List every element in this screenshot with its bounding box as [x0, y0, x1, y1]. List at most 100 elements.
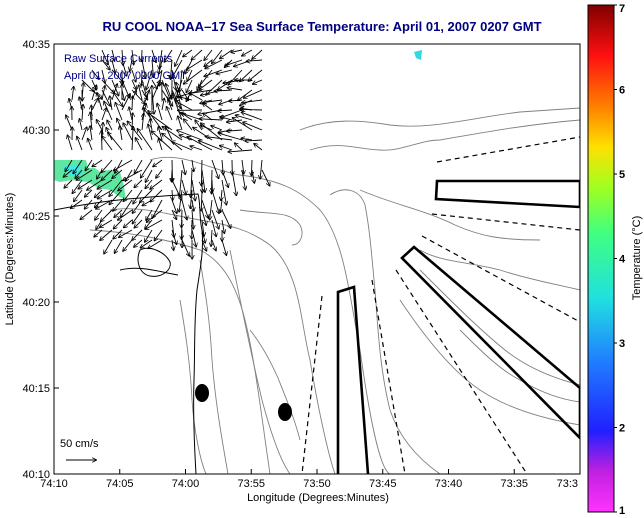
current-vector-arrow	[251, 159, 252, 176]
current-vector-arrow	[104, 101, 113, 121]
current-vector-arrow	[179, 189, 183, 212]
current-vector-arrow	[131, 79, 136, 89]
surface-current-vectors	[63, 50, 269, 259]
current-vector-arrow	[211, 229, 212, 246]
current-vector-arrow	[111, 89, 123, 106]
current-vector-arrow	[148, 124, 153, 141]
current-vector-arrow	[151, 79, 157, 89]
current-vector-arrow	[184, 119, 193, 131]
current-vector-arrow	[206, 79, 223, 95]
current-vector-arrow	[134, 179, 143, 187]
y-tick-label: 40:10	[22, 469, 50, 481]
current-vector-arrow	[203, 113, 213, 121]
current-vector-arrow	[113, 199, 123, 211]
current-vector-arrow	[164, 49, 173, 62]
current-vector-arrow	[227, 130, 243, 131]
current-vector-arrow	[183, 49, 193, 57]
current-vector-arrow	[211, 159, 219, 178]
track-box-lower	[336, 285, 370, 474]
colorbar-gradient	[587, 4, 615, 513]
current-vector-arrow	[181, 219, 182, 239]
current-vector-arrow	[96, 120, 103, 131]
current-vector-arrow	[95, 189, 103, 197]
current-vector-arrow	[159, 49, 163, 69]
current-vector-arrow	[241, 169, 245, 190]
x-tick-label: 73:35	[500, 478, 528, 490]
y-tick-label: 40:20	[22, 297, 50, 309]
current-vector-arrow	[236, 115, 253, 121]
current-vector-arrow	[135, 138, 143, 151]
current-vector-arrow	[118, 179, 133, 191]
current-vector-arrow	[141, 79, 147, 97]
current-vector-arrow	[115, 103, 123, 121]
current-vector-arrow	[85, 199, 93, 209]
x-tick-label: 74:00	[172, 478, 200, 490]
current-vector-arrow	[191, 179, 195, 201]
colorbar-tick-label: 3	[619, 338, 625, 350]
current-vector-arrow	[113, 219, 123, 229]
colorbar-ticks: 7 6 5 4 3 2 1	[614, 3, 626, 517]
current-vector-arrow	[241, 112, 263, 121]
current-vector-arrow	[159, 59, 163, 74]
current-vector-arrow	[111, 69, 123, 82]
current-vector-arrow	[240, 109, 263, 110]
current-vector-arrow	[101, 86, 105, 101]
current-vector-arrow	[123, 169, 143, 180]
track-dashed-5	[371, 279, 406, 474]
current-vector-arrow	[248, 69, 263, 81]
current-vector-arrow	[153, 159, 163, 167]
current-vector-arrow	[145, 169, 153, 182]
temperature-colorbar: 7 6 5 4 3 2 1 Temperature (°C)	[587, 3, 643, 517]
y-tick-label: 40:35	[22, 39, 50, 51]
current-vector-arrow	[171, 229, 177, 244]
current-vector-arrow	[171, 209, 176, 219]
current-vector-arrow	[101, 159, 113, 172]
current-vector-arrow	[101, 69, 105, 83]
current-vector-arrow	[201, 159, 202, 186]
track-box-middle	[400, 245, 580, 440]
current-vector-arrow	[191, 169, 192, 197]
current-vector-arrow	[211, 209, 219, 229]
current-vector-arrow	[81, 127, 87, 141]
current-vector-arrow	[141, 159, 153, 178]
scale-label: 50 cm/s	[60, 438, 99, 450]
current-vector-arrow	[63, 169, 73, 177]
current-vector-arrow	[177, 130, 203, 141]
colorbar-tick-label: 4	[619, 254, 626, 266]
current-vector-arrow	[121, 94, 130, 111]
x-axis-label: Longitude (Degrees:Minutes)	[247, 492, 389, 504]
current-vector-arrow	[211, 219, 216, 236]
current-vector-arrow	[166, 107, 173, 121]
track-dashed-2	[431, 213, 580, 231]
current-vector-arrow	[146, 69, 153, 90]
current-vector-arrow	[67, 135, 73, 151]
current-vector-arrow	[228, 69, 243, 85]
map-plot-area: Raw Surface Currents April 01, 2007 0200…	[4, 39, 581, 504]
current-vector-arrow	[261, 169, 270, 186]
current-vector-arrow	[181, 179, 186, 195]
current-vector-arrow	[95, 209, 103, 220]
track-dashed-6	[301, 295, 323, 474]
current-vector-arrow	[120, 126, 122, 141]
x-tick-label: 73:3	[557, 478, 578, 490]
current-vector-arrow	[118, 209, 133, 220]
current-vector-arrow	[71, 199, 83, 208]
current-vector-arrow	[101, 59, 110, 70]
current-vector-arrow	[114, 239, 123, 253]
current-vector-arrow	[202, 219, 204, 236]
current-vector-arrow	[221, 189, 222, 200]
current-vector-arrow	[101, 49, 108, 65]
current-vector-arrow	[74, 189, 83, 201]
current-vector-arrow	[132, 127, 133, 151]
current-vector-arrow	[221, 169, 228, 187]
current-vector-arrow	[109, 179, 123, 196]
current-vector-arrow	[134, 159, 143, 173]
current-vector-arrow	[211, 189, 219, 213]
current-vector-arrow	[201, 199, 208, 218]
current-vector-arrow	[175, 49, 183, 66]
current-vector-arrow	[172, 141, 193, 151]
current-vector-arrow	[127, 121, 143, 141]
current-vector-arrow	[101, 169, 113, 180]
current-vector-arrow	[187, 69, 193, 81]
current-vector-arrow	[199, 119, 223, 120]
